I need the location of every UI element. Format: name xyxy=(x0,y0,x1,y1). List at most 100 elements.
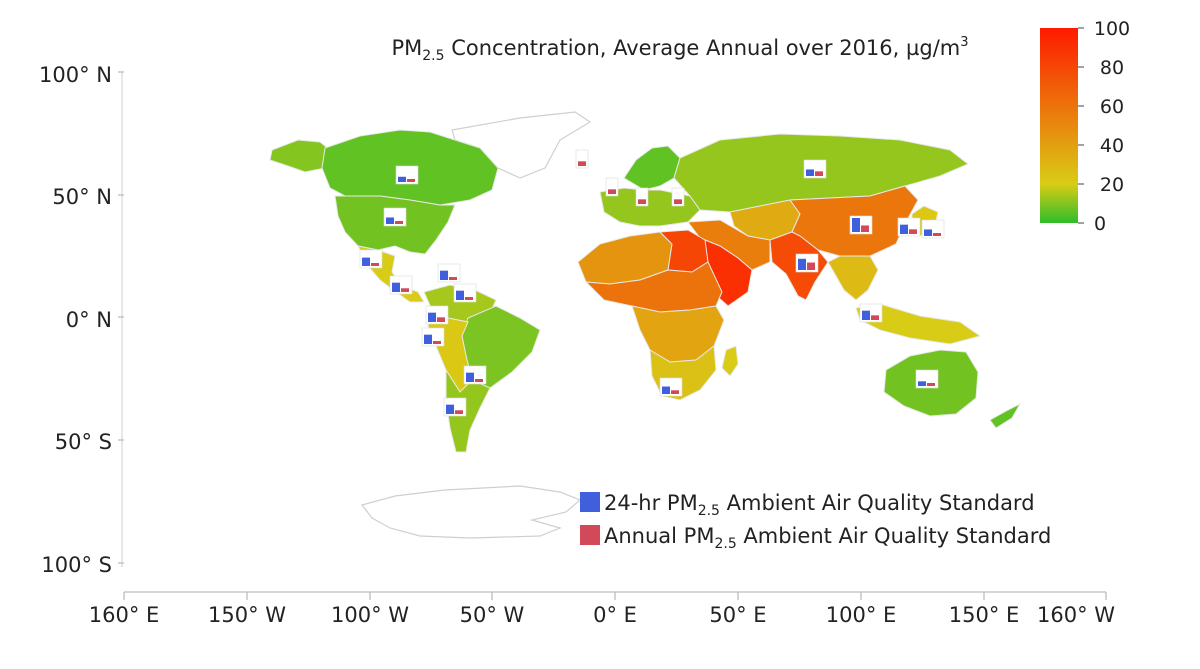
standard-marker-cuba xyxy=(437,263,461,283)
x-tick-label: 50° W xyxy=(460,603,525,627)
bar-24hr xyxy=(798,258,806,270)
standard-marker-colombia xyxy=(425,305,449,325)
map-title: PM2.5 Concentration, Average Annual over… xyxy=(391,35,968,64)
bar-annual xyxy=(933,233,941,236)
standard-marker-india xyxy=(795,253,819,273)
bar-annual xyxy=(927,383,935,386)
colorbar: 100 80 60 40 20 0 xyxy=(1040,18,1130,235)
bar-annual xyxy=(578,161,586,166)
bar-annual xyxy=(608,189,616,194)
region-indonesia xyxy=(855,303,982,345)
bar-annual xyxy=(807,262,815,270)
y-tick-label: 50° N xyxy=(52,185,112,209)
world-map xyxy=(269,111,1022,539)
bar-annual xyxy=(465,297,473,300)
bar-annual xyxy=(437,317,445,322)
bar-annual xyxy=(401,288,409,292)
standard-marker-canada xyxy=(395,165,419,185)
colorbar-tick-label: 80 xyxy=(1100,57,1124,79)
bar-annual xyxy=(815,171,823,176)
standard-marker-china xyxy=(849,215,873,235)
y-tick-label: 0° N xyxy=(66,308,112,332)
legend-label-annual: Annual PM2.5 Ambient Air Quality Standar… xyxy=(604,524,1051,552)
bar-24hr xyxy=(392,282,400,292)
bar-annual xyxy=(638,199,646,204)
bar-annual xyxy=(871,315,879,320)
standard-marker-south-africa xyxy=(659,377,683,397)
y-tick-label: 100° N xyxy=(39,63,112,87)
bar-annual xyxy=(371,263,379,266)
bar-24hr xyxy=(446,404,454,414)
region-new-zealand xyxy=(989,402,1022,429)
bar-24hr xyxy=(900,224,908,234)
legend-swatch-annual xyxy=(580,525,600,545)
bar-24hr xyxy=(362,257,370,266)
bar-24hr xyxy=(424,334,432,344)
standard-marker-usa xyxy=(383,207,407,227)
bar-24hr xyxy=(852,218,860,232)
x-axis: 160° E 150° W 100° W 50° W 0° E 50° E 10… xyxy=(89,591,1115,627)
standard-marker-europe-1 xyxy=(635,187,649,207)
region-scandinavia xyxy=(623,145,681,191)
bar-24hr xyxy=(398,176,406,182)
bar-24hr xyxy=(466,372,474,382)
standard-marker-australia xyxy=(915,369,939,389)
standard-marker-venezuela xyxy=(453,283,477,303)
standard-marker-ireland xyxy=(605,177,619,197)
bar-annual xyxy=(861,225,869,232)
standards-markers xyxy=(359,149,945,417)
region-madagascar xyxy=(721,345,739,377)
bar-24hr xyxy=(440,270,448,280)
standard-marker-russia xyxy=(803,159,827,179)
y-axis: 100° N 50° N 0° N 50° S 100° S xyxy=(39,63,124,577)
bar-annual xyxy=(909,229,917,234)
y-tick-label: 50° S xyxy=(55,430,112,454)
x-tick-label: 150° E xyxy=(949,603,1020,627)
x-tick-label: 100° E xyxy=(826,603,897,627)
bar-24hr xyxy=(918,381,926,386)
standard-marker-peru xyxy=(421,327,445,347)
x-tick-label: 150° W xyxy=(208,603,286,627)
standard-marker-mexico xyxy=(359,249,383,269)
region-antarctica xyxy=(360,485,582,539)
standard-marker-chile xyxy=(443,397,467,417)
bar-annual xyxy=(433,341,441,344)
bar-annual xyxy=(475,379,483,382)
colorbar-tick-label: 40 xyxy=(1100,135,1124,157)
bar-annual xyxy=(395,221,403,224)
bar-annual xyxy=(671,390,679,394)
x-tick-label: 160° E xyxy=(89,603,160,627)
bar-annual xyxy=(449,277,457,280)
standard-marker-uk xyxy=(575,149,589,169)
bar-24hr xyxy=(924,229,932,236)
standard-marker-bolivia xyxy=(463,365,487,385)
colorbar-gradient xyxy=(1040,28,1078,223)
x-tick-label: 0° E xyxy=(593,603,637,627)
bar-24hr xyxy=(456,290,464,300)
bar-24hr xyxy=(386,217,394,224)
bar-annual xyxy=(407,179,415,182)
standard-marker-korea xyxy=(897,217,921,237)
bar-24hr xyxy=(806,169,814,176)
x-tick-label: 160° W xyxy=(1037,603,1115,627)
bar-annual xyxy=(674,199,682,204)
bar-24hr xyxy=(662,386,670,394)
colorbar-tick-label: 0 xyxy=(1094,213,1106,235)
region-southeast-asia xyxy=(827,255,879,301)
standard-marker-guatemala xyxy=(389,275,413,295)
legend: 24-hr PM2.5 Ambient Air Quality Standard… xyxy=(580,491,1051,552)
x-tick-label: 50° E xyxy=(709,603,766,627)
legend-label-24hr: 24-hr PM2.5 Ambient Air Quality Standard xyxy=(604,491,1035,519)
bar-annual xyxy=(455,410,463,414)
colorbar-tick-label: 100 xyxy=(1094,18,1130,40)
y-tick-label: 100° S xyxy=(41,553,112,577)
standard-marker-europe-2 xyxy=(671,187,685,207)
standard-marker-japan xyxy=(921,219,945,239)
bar-24hr xyxy=(862,310,870,320)
standard-marker-thailand xyxy=(859,303,883,323)
bar-24hr xyxy=(428,312,436,322)
colorbar-tick-label: 60 xyxy=(1100,96,1124,118)
x-tick-label: 100° W xyxy=(331,603,409,627)
legend-swatch-24hr xyxy=(580,492,600,512)
